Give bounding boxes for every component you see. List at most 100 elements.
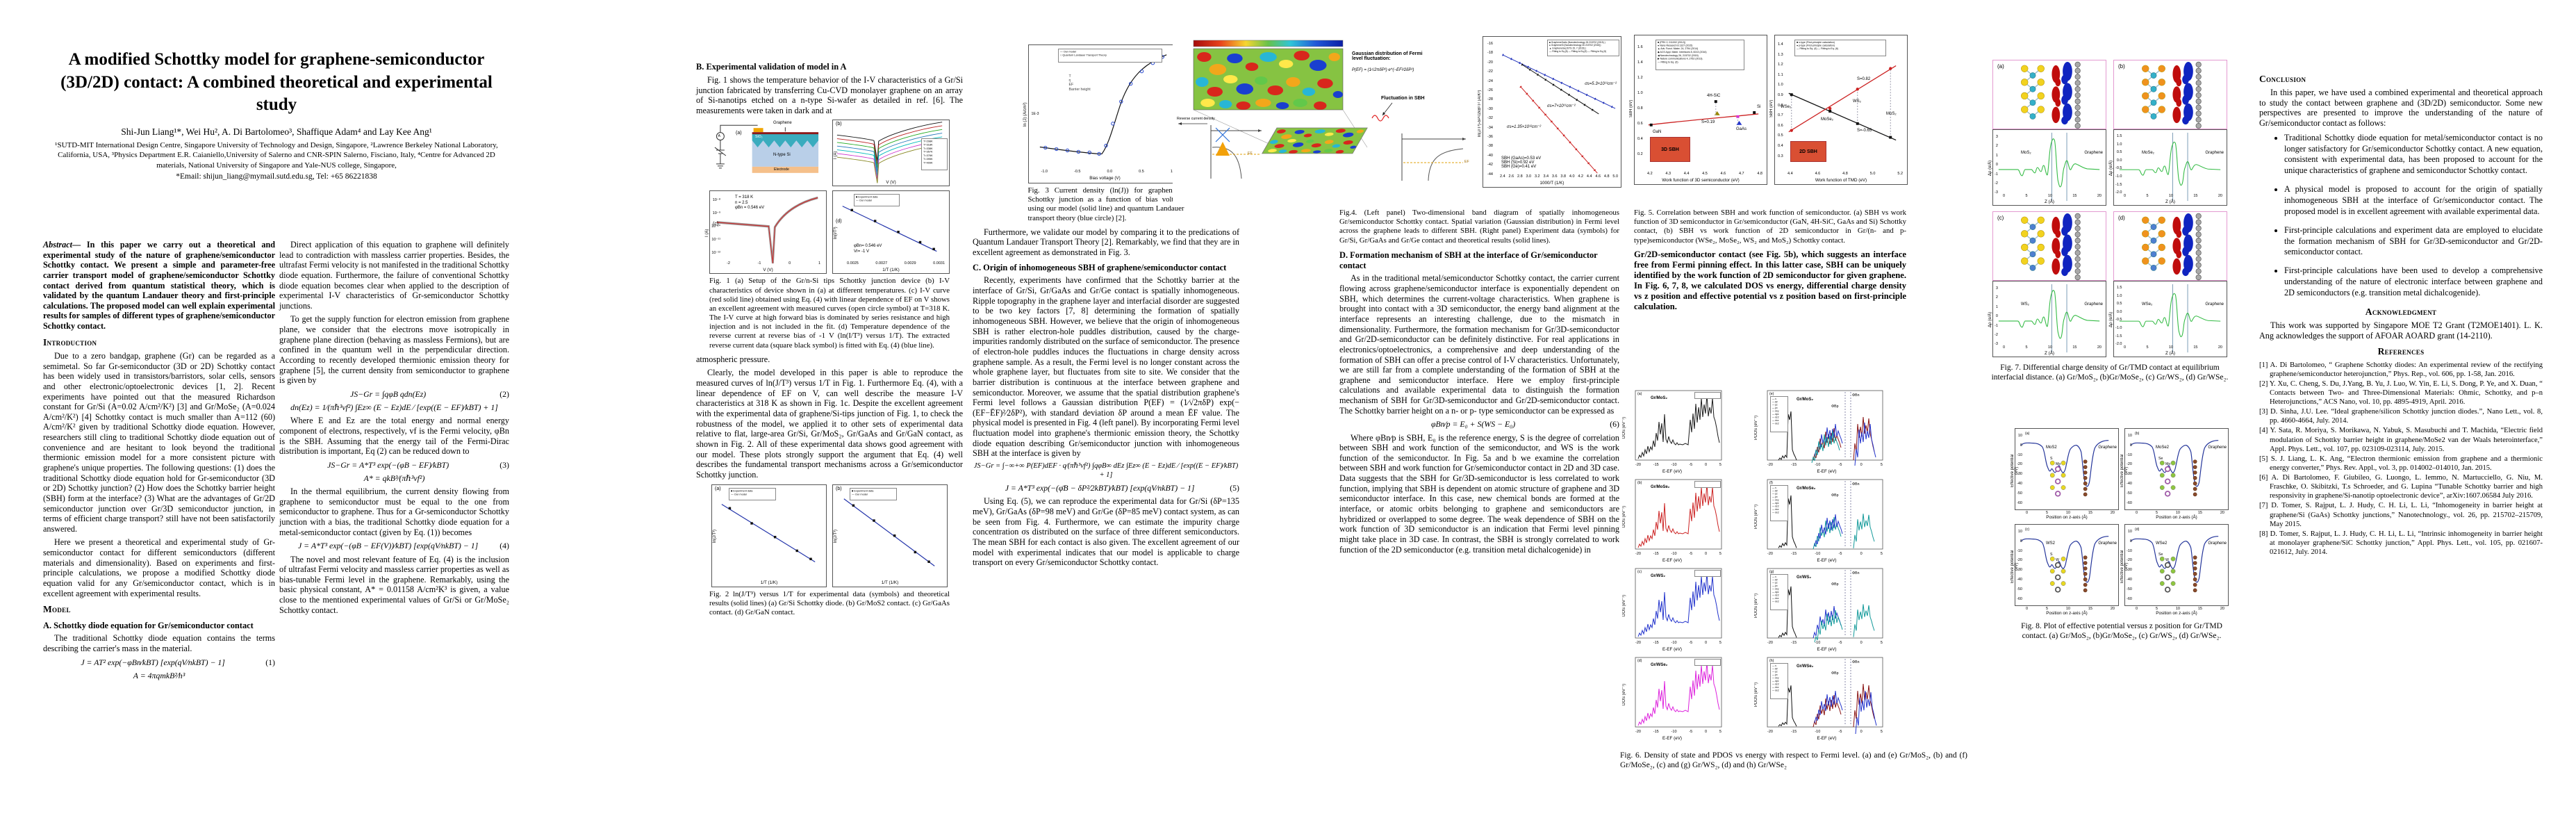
figure-6g-legend-text: — s — py — pz — px — dxy — dyz — dz2 — d… (1772, 575, 1779, 603)
figure-2a-ylabel: ln(J/T³) (713, 530, 717, 543)
figure-8b-chalcogen-label: Se (2158, 457, 2163, 461)
figure-7a-plot: MoS₂ Graphene 3 2 1 0 -1 -2 -3 0 5 10 15… (1988, 129, 2106, 206)
reference-item: [7] D. Tomer, S. Rajput, L. J. Hudy, C. … (2259, 502, 2543, 528)
abstract: Abstract— In this paper we carry out a t… (43, 240, 275, 332)
figure-7c-structure-art (2020, 213, 2081, 281)
figure-1d-xlabel: 1/T (1/K) (882, 267, 900, 272)
figure-5b-s-up-label: S=0.82 (1857, 77, 1871, 81)
figure-1d-legend: ■ Experiment data — Our model (854, 194, 900, 207)
figure-8a-mat-label: MoS2 (2046, 445, 2057, 450)
figure-7-caption: Fig. 7. Differential charge density of G… (1991, 363, 2229, 382)
figure-5b-2d-sbh-box: 2D SBH (1790, 141, 1826, 162)
figure-6-pdos-panel-e: (e) Gr/MoS₂ — s — py — pz — px — dxy — d… (1730, 386, 1886, 475)
figure-1a-graphene-label: Graphene (773, 121, 792, 126)
figure-7b-mat-label: MoSe₂ (2142, 151, 2155, 155)
figure-8c-art (2020, 536, 2109, 593)
figure-6b-xticks: -20 -15 -10 -5 0 5 (1635, 552, 1722, 556)
figure-6b-xlabel: E-EF (eV) (1662, 558, 1682, 563)
figure-3-legend: — Our model ○ Quantum Landauer Transport… (1057, 49, 1162, 63)
figure-7b-plot-art (2119, 132, 2221, 202)
email-line: *Email: shijun_liang@mymail.sutd.edu.sg,… (176, 172, 377, 181)
figure-3-art (1039, 54, 1166, 156)
figure-4-legend: ■ GrapheneGaAs (Nanotechnology 26 215702… (1547, 40, 1619, 56)
figure-6h-xlabel: E-EF (eV) (1817, 736, 1837, 741)
conclusion-bullet: First-principle calculations and experim… (2284, 225, 2543, 259)
figure-5-caption: Fig. 5. Correlation between SBH and work… (1634, 208, 1906, 245)
figure-5a-plot: ■ (PRX 2, 011002 (2012)) ● Nano Research… (1629, 35, 1767, 185)
figure-7d-mat-label: WSe₂ (2142, 302, 2153, 306)
figure-3-annotation: T η EF Barrier height (1068, 74, 1091, 92)
figure-2b-tag: (b) (836, 486, 842, 491)
section-d-para-2: Where φBn∕p is SBH, E₀ is the reference … (1339, 432, 1619, 555)
figure-6g-xticks: -20 -15 -10 -5 0 5 (1767, 641, 1883, 645)
page-title: A modified Schottky model for graphene-s… (60, 50, 493, 114)
figure-7d-xticks: 0 5 10 15 20 (2124, 345, 2222, 350)
figure-6d-legend: — Total DOS (1694, 659, 1721, 666)
figure-7-panel-a: (a) MoS₂ Graphene 3 2 1 0 -1 -2 -3 0 5 1… (1988, 60, 2106, 206)
figure-7c-xticks: 0 5 10 15 20 (2003, 345, 2102, 350)
figure-7c-mat-label: WS₂ (2021, 302, 2029, 306)
equation-3b-body: A* = qkB³∕(πℏ³vf²) (363, 473, 425, 483)
figure-7b-xlabel: Z (Å) (2165, 199, 2175, 204)
figure-1c-tag: (c) (713, 222, 719, 227)
figure-6f-phin: ΦBn (1852, 482, 1860, 486)
figure-6a-title: Gr/MoS₂ (1651, 396, 1667, 400)
figure-6a-tag: (a) (1637, 392, 1642, 396)
figure-5b-ws2-label: WS₂ (1853, 99, 1861, 104)
conclusion-heading: Conclusion (2259, 74, 2306, 84)
figure-6-dos-stack: (a) Gr/MoS₂ — Total DOS DOS (eV⁻¹) -20 -… (1620, 386, 1724, 742)
col2-para-5: The novel and most relevant feature of E… (279, 554, 509, 615)
figure-5b-s-dn-label: S=-0.65 (1857, 129, 1872, 133)
figure-6c-art (1635, 568, 1722, 639)
figure-6h-ylabel: PDOS (eV⁻¹) (1754, 682, 1758, 707)
figure-6c-xticks: -20 -15 -10 -5 0 5 (1635, 641, 1722, 645)
figure-6g-tag: (g) (1769, 570, 1774, 574)
conclusion-bullet: A physical model is proposed to account … (2284, 184, 2543, 218)
equation-3: JS−Gr = A*T³ exp(−(φB − EF)∕kBT) (3) (279, 460, 509, 470)
section-d-para-1: As in the traditional metal/semiconducto… (1339, 273, 1619, 416)
figure-1a-device-schematic: (a) A Graphene SiO₂ N-type Si Electrode (709, 120, 827, 187)
conclusion-para: In this paper, we have used a combined e… (2259, 88, 2543, 129)
figure-4-right-plot: ■ GrapheneGaAs (Nanotechnology 26 215702… (1478, 36, 1621, 188)
figure-8a-yticks: 10 0 -10 -20 -30 -40 -50 -60 (2017, 434, 2022, 505)
figure-1c-yticks: 10⁻⁸ 10⁻⁹ 10⁻¹⁰ 10⁻¹¹ 10⁻¹² (711, 198, 721, 256)
reference-item: [3] D. Sinha, J.U. Lee. “Ideal graphene/… (2259, 408, 2543, 425)
equation-4: J = A*T³ exp(−(φB − EF(V))∕kBT) [exp(qV∕… (279, 541, 509, 550)
figure-1b-ylabel: I (A) (834, 151, 838, 160)
figure-6d-art (1635, 657, 1722, 728)
figure-6f-legend-text: — s — py — pz — px — dxy — dyz — dz2 — d… (1772, 486, 1779, 514)
abstract-label: Abstract— (43, 240, 81, 250)
figure-8a-tag: (a) (2025, 432, 2030, 436)
figure-1d-legend-text: ■ Experiment data — Our model (856, 195, 878, 203)
figure-7d-graphene-label: Graphene (2205, 302, 2224, 306)
reference-item: [5] S. J. Liang, L. K. Ang, “Electron th… (2259, 455, 2543, 472)
figure-6f-art (1767, 479, 1883, 550)
figure-5a-legend: ■ (PRX 2, 011002 (2012)) ● Nano Research… (1656, 40, 1744, 70)
figure-6e-xlabel: E-EF (eV) (1817, 469, 1837, 474)
figure-4-fluct-label: Fluctuation in SBH (1381, 96, 1425, 101)
figure-5a-s-label: S=0.19 (1701, 120, 1715, 124)
figure-6b-art (1635, 479, 1722, 550)
figure-8-panel-a: (a) MoS2 Graphene S Mo 10 0 -10 -20 -30 … (2011, 428, 2119, 520)
figure-6-pdos-panel-h: (h) Gr/WSe₂ — s — py — pz — px — dxy — d… (1730, 653, 1886, 742)
figure-8b-tag: (b) (2135, 432, 2140, 436)
equation-4-body: J = A*T³ exp(−(φB − EF(V))∕kBT) [exp(qV∕… (298, 541, 479, 551)
figure-5b-mose2-label: MoSe₂ (1821, 117, 1834, 122)
figure-7b-xticks: 0 5 10 15 20 (2124, 194, 2222, 198)
figure-6f-ylabel: PDOS (eV⁻¹) (1754, 504, 1758, 529)
reference-item: [6] A. Di Bartolomeo, F. Giubileo, G. Lu… (2259, 474, 2543, 500)
figure-4-ylabel: ln(J/T³)-δP²/2kB²T² (A/K³) (1478, 90, 1482, 137)
figure-2b-legend-text: ■ Experiment data — Our model (852, 489, 874, 496)
figure-6f-xticks: -20 -15 -10 -5 0 5 (1767, 552, 1883, 556)
figure-5a-si-label: Si (1757, 105, 1761, 109)
figure-8b-yticks: 10 0 -10 -20 -30 -40 -50 -60 (2127, 434, 2132, 505)
figure-5b-art (1788, 65, 1897, 141)
equation-5a-body: JS−Gr = ∫−∞+∞ P(EF)dEF · q∕(πℏ³vf²) ∫qφB… (973, 462, 1239, 479)
figure-6d-xticks: -20 -15 -10 -5 0 5 (1635, 730, 1722, 734)
figure-6b-tag: (b) (1637, 481, 1642, 485)
figure-6-pdos-panel-f: (f) Gr/MoSe₂ — s — py — pz — px — dxy — … (1730, 475, 1886, 564)
figure-5a-art (1648, 100, 1759, 126)
figure-1b-tag: (b) (836, 122, 842, 127)
figure-8c-metal-label: W (2056, 558, 2059, 562)
figure-7a-ylabel: Δρ (e/Å) (1988, 160, 1992, 177)
